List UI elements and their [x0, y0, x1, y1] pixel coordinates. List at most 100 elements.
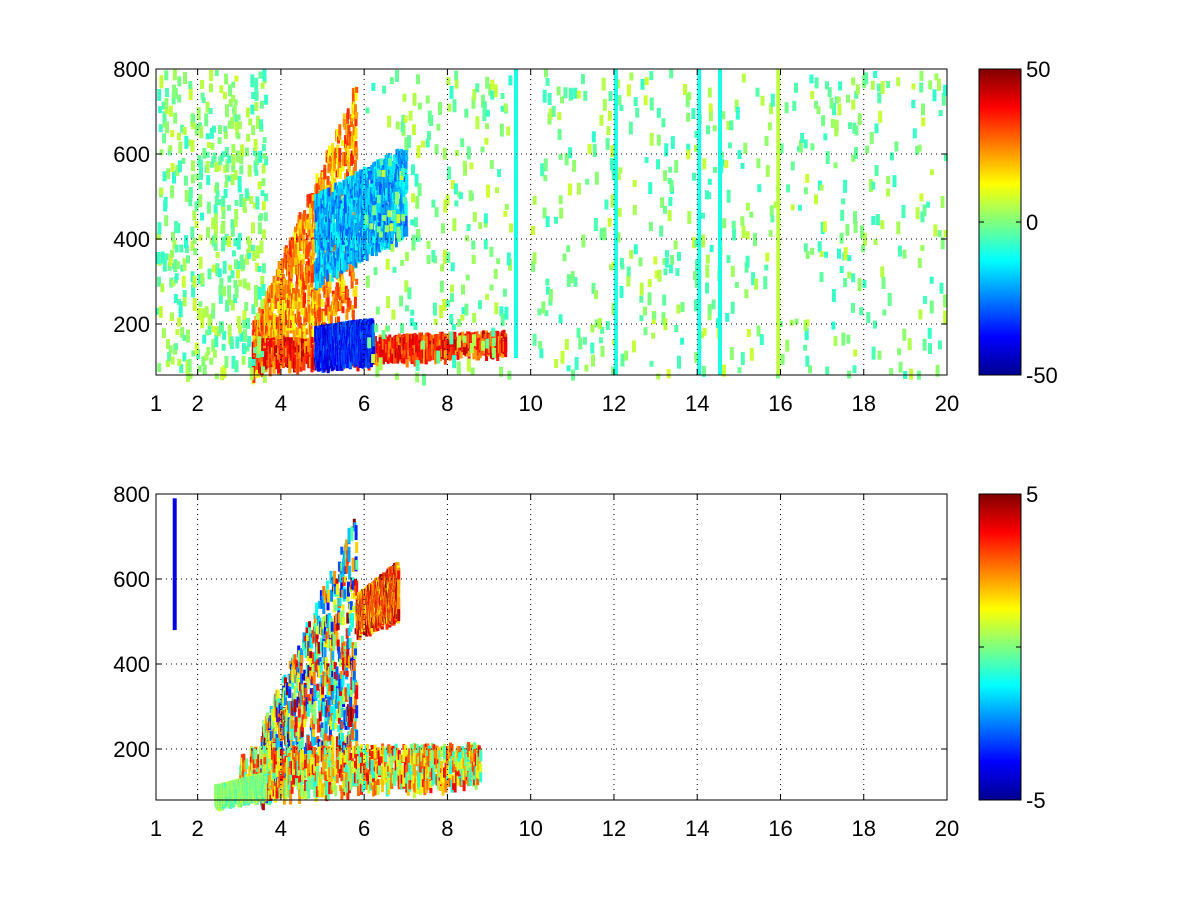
heatmap-cell	[294, 232, 297, 245]
heatmap-cell	[643, 95, 648, 106]
heatmap-cell	[440, 331, 444, 346]
heatmap-cell	[351, 156, 355, 165]
heatmap-cell	[686, 147, 691, 160]
heatmap-cell	[617, 207, 622, 217]
heatmap-cell	[341, 306, 345, 314]
heatmap-cell	[175, 329, 180, 336]
heatmap-cell	[432, 338, 436, 345]
heatmap-cell	[205, 329, 210, 336]
heatmap-cell	[364, 241, 367, 256]
heatmap-cell	[269, 358, 273, 368]
heatmap-cell	[344, 135, 348, 148]
heatmap-cell	[297, 336, 301, 344]
heatmap-cell	[439, 343, 442, 358]
heatmap-cell	[385, 352, 389, 362]
heatmap-cell	[429, 344, 433, 356]
heatmap-cell	[293, 340, 296, 350]
heatmap-cell	[232, 250, 236, 257]
heatmap-cell	[494, 302, 499, 315]
heatmap-cell	[213, 233, 218, 243]
heatmap-cell	[270, 337, 274, 344]
heatmap-cell	[397, 338, 401, 345]
heatmap-cell	[171, 280, 176, 287]
heatmap-cell	[324, 301, 328, 316]
heatmap-cell	[255, 262, 260, 272]
heatmap-cell	[227, 155, 232, 164]
heatmap-cell	[472, 211, 477, 222]
heatmap-cell	[469, 162, 474, 170]
heatmap-cell	[451, 324, 456, 331]
heatmap-cell	[295, 281, 299, 294]
heatmap-cell	[401, 114, 406, 124]
heatmap-cell	[472, 334, 476, 347]
heatmap-cell	[223, 125, 228, 132]
heatmap-cell	[165, 121, 170, 134]
heatmap-cell	[393, 335, 396, 342]
heatmap-cell	[466, 146, 471, 160]
heatmap-cell	[254, 358, 258, 370]
heatmap-cell	[439, 331, 442, 339]
heatmap-cell	[360, 236, 364, 246]
heatmap-cell	[294, 301, 298, 309]
heatmap-cell	[386, 336, 390, 351]
heatmap-cell	[389, 337, 393, 348]
heatmap-cell	[475, 347, 479, 361]
heatmap-cell	[244, 301, 249, 311]
heatmap-cell	[231, 94, 236, 102]
heatmap-cell	[371, 329, 375, 340]
heatmap-cell	[397, 218, 401, 230]
heatmap-cell	[289, 355, 293, 368]
heatmap-cell	[310, 349, 314, 361]
heatmap-cell	[252, 320, 256, 336]
heatmap-cell	[255, 312, 260, 320]
heatmap-cell	[599, 227, 604, 240]
heatmap-cell	[323, 168, 327, 180]
heatmap-cell	[251, 222, 255, 234]
heatmap-cell	[576, 182, 581, 195]
heatmap-cell	[225, 174, 229, 182]
heatmap-cell	[333, 242, 337, 251]
heatmap-cell	[261, 201, 266, 211]
heatmap-cell	[188, 87, 193, 100]
heatmap-cell	[390, 227, 394, 236]
heatmap-cell	[227, 285, 232, 298]
heatmap-cell	[246, 317, 250, 329]
heatmap-cell	[237, 185, 242, 193]
heatmap-cell	[237, 232, 242, 241]
heatmap-cell	[299, 338, 303, 345]
heatmap-cell	[416, 345, 420, 355]
heatmap-cell	[547, 93, 552, 105]
heatmap-cell	[190, 160, 195, 172]
heatmap-cell	[393, 220, 397, 233]
heatmap-cell	[289, 343, 293, 358]
heatmap-cell	[385, 191, 389, 201]
heatmap-cell	[208, 319, 213, 327]
heatmap-cell	[560, 350, 565, 364]
heatmap-cell	[227, 120, 232, 129]
heatmap-cell	[602, 98, 607, 111]
heatmap-cell	[327, 229, 331, 239]
heatmap-cell	[174, 244, 179, 253]
heatmap-cell	[261, 338, 265, 351]
heatmap-cell	[191, 350, 196, 357]
heatmap-cell	[355, 112, 359, 119]
heatmap-cell	[660, 197, 665, 209]
heatmap-cell	[404, 166, 408, 173]
heatmap-cell	[542, 89, 547, 103]
heatmap-cell	[351, 88, 355, 96]
heatmap-cell	[255, 115, 260, 129]
heatmap-cell	[439, 280, 444, 293]
heatmap-cell	[500, 313, 505, 327]
heatmap-cell	[283, 346, 287, 362]
heatmap-cell	[400, 352, 404, 364]
heatmap-cell	[171, 231, 175, 242]
heatmap-cell	[278, 283, 282, 295]
heatmap-cell	[370, 242, 374, 256]
heatmap-cell	[165, 88, 169, 97]
heatmap-cell	[408, 334, 412, 349]
heatmap-cell	[410, 219, 415, 226]
heatmap-cell	[391, 353, 395, 364]
heatmap-cell	[502, 340, 506, 352]
heatmap-cell	[242, 309, 247, 320]
heatmap-cell	[246, 133, 251, 142]
